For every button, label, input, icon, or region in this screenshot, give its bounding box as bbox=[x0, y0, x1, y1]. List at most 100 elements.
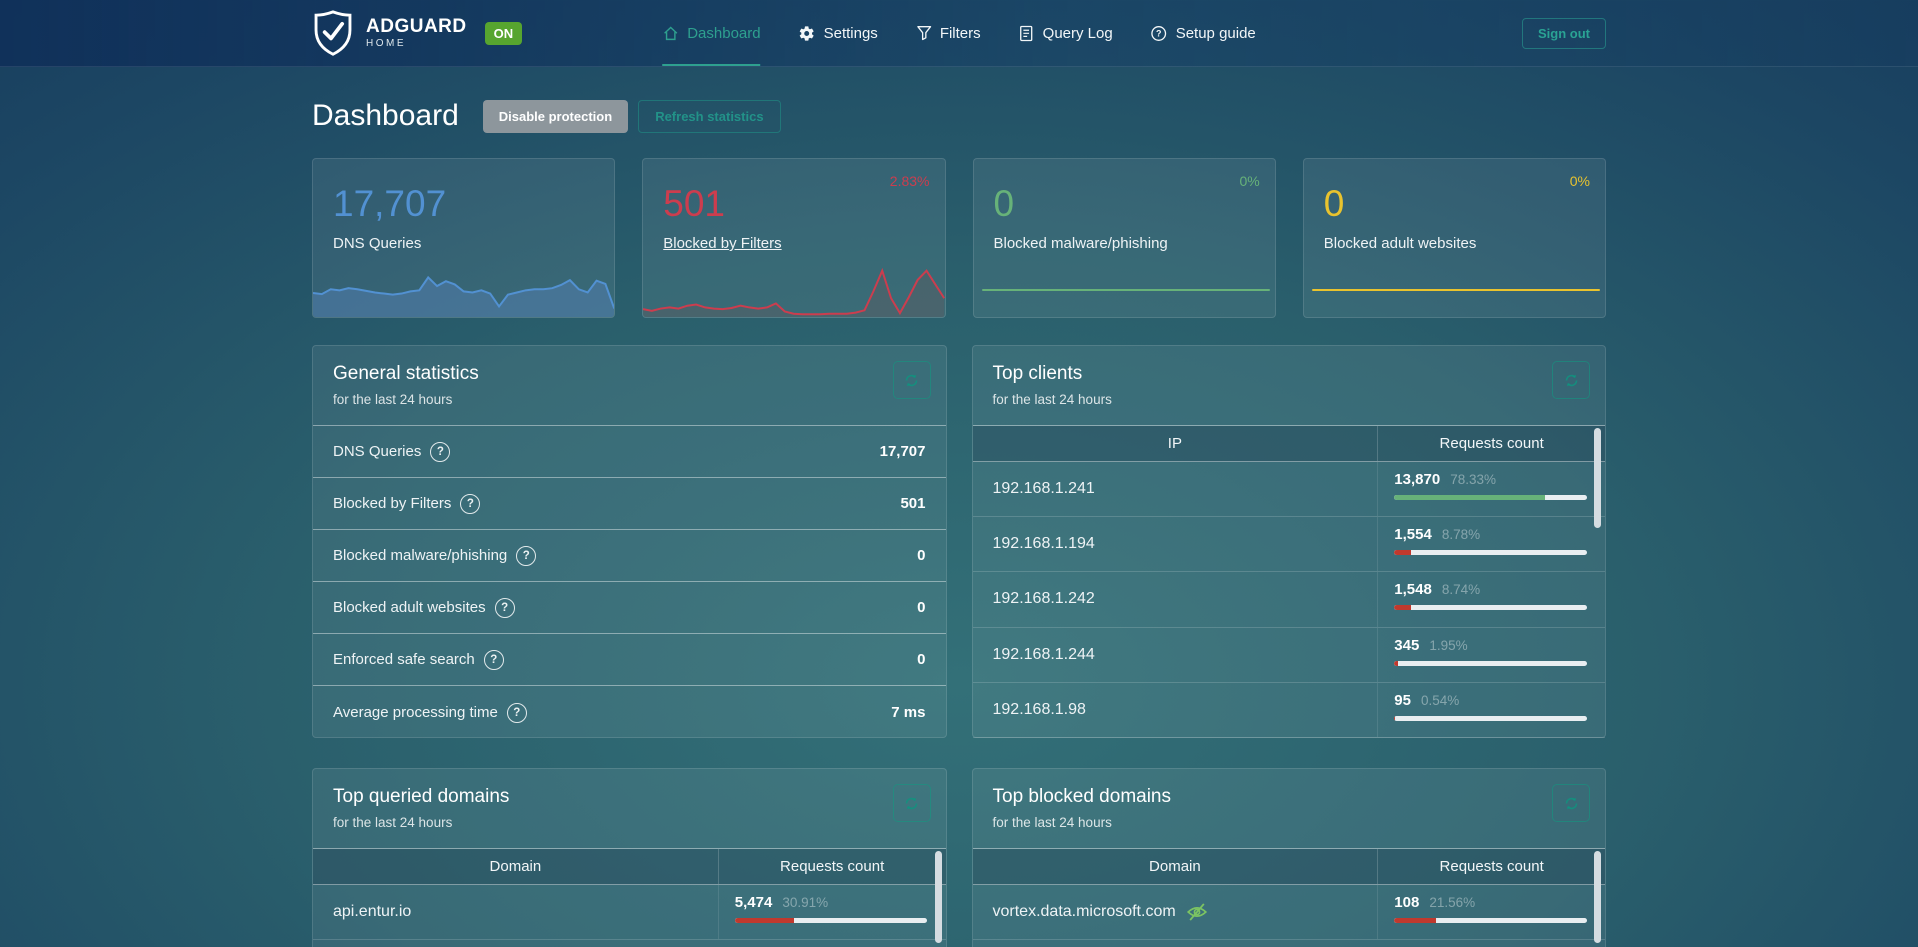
nav-item-dashboard[interactable]: Dashboard bbox=[662, 0, 761, 66]
stat-cards-row: 17,707 DNS Queries 501 Blocked by Filter… bbox=[312, 158, 1606, 318]
requests-bar bbox=[1394, 918, 1587, 923]
stat-label: Blocked malware/phishing bbox=[993, 235, 1168, 252]
requests-percent: 30.91% bbox=[782, 895, 829, 910]
top-navbar: ADGUARD HOME ON Dashboard Settings Filte… bbox=[0, 0, 1918, 67]
nav-item-label: Setup guide bbox=[1175, 24, 1256, 42]
general-statistics-row: Average processing time ? 7 ms bbox=[313, 686, 946, 738]
stat-card-blocked-adult-websites: 0 Blocked adult websites 0% bbox=[1302, 158, 1606, 318]
nav-item-label: Dashboard bbox=[687, 24, 761, 42]
general-statistics-row: Blocked by Filters ? 501 bbox=[313, 478, 946, 531]
svg-text:?: ? bbox=[1156, 28, 1161, 38]
nav-item-query-log[interactable]: Query Log bbox=[1019, 0, 1113, 66]
table-row: vortex.data.microsoft.com 108 21.56% bbox=[972, 885, 1605, 941]
stat-row-label: Blocked by Filters bbox=[333, 495, 452, 513]
page-title: Dashboard bbox=[312, 99, 459, 132]
blocked-by-filters-link[interactable]: Blocked by Filters bbox=[663, 235, 782, 252]
stat-row-label: Average processing time bbox=[333, 704, 498, 722]
scrollbar[interactable] bbox=[1594, 428, 1601, 528]
stat-label: DNS Queries bbox=[333, 235, 422, 252]
stat-label: Blocked adult websites bbox=[1323, 235, 1477, 252]
table-row: 192.168.1.244 345 1.95% bbox=[972, 627, 1605, 683]
scrollbar[interactable] bbox=[1594, 851, 1601, 943]
row-name[interactable]: 192.168.1.244 bbox=[992, 645, 1095, 663]
flat-sparkline bbox=[1311, 289, 1600, 291]
stat-row-label: DNS Queries bbox=[333, 443, 422, 461]
requests-bar bbox=[1394, 550, 1587, 556]
stat-value: 501 bbox=[663, 183, 725, 224]
stat-card-blocked-by-filters: 501 Blocked by Filters 2.83% bbox=[642, 158, 946, 318]
help-icon[interactable]: ? bbox=[483, 649, 504, 670]
stat-sparkline-chart bbox=[313, 259, 615, 317]
column-header-requests: Requests count bbox=[717, 849, 946, 884]
table-header: Domain Requests count bbox=[313, 849, 946, 885]
row-name[interactable]: api.entur.io bbox=[333, 903, 412, 921]
general-statistics-row: Blocked adult websites ? 0 bbox=[313, 582, 946, 635]
refresh-panel-button[interactable] bbox=[892, 784, 931, 822]
nav-item-label: Settings bbox=[823, 24, 878, 42]
help-icon[interactable]: ? bbox=[430, 441, 451, 462]
scrollbar[interactable] bbox=[934, 851, 942, 943]
main-nav: Dashboard Settings Filters Query Log ? S… bbox=[662, 0, 1256, 66]
top-queried-domains-panel: Top queried domains for the last 24 hour… bbox=[312, 768, 947, 947]
requests-bar bbox=[1394, 495, 1587, 500]
row-name[interactable]: 192.168.1.98 bbox=[992, 700, 1086, 718]
column-header-domain: Domain bbox=[1149, 858, 1201, 875]
stat-card-blocked-malware-phishing: 0 Blocked malware/phishing 0% bbox=[972, 158, 1276, 318]
row-name[interactable]: 192.168.1.194 bbox=[992, 535, 1095, 553]
requests-percent: 8.78% bbox=[1441, 527, 1481, 543]
help-icon[interactable]: ? bbox=[516, 545, 537, 566]
stat-row-value: 0 bbox=[917, 547, 926, 565]
table-row: 192.168.1.241 13,870 78.33% bbox=[972, 462, 1605, 518]
row-name[interactable]: vortex.data.microsoft.com bbox=[992, 903, 1176, 921]
general-statistics-panel: General statistics for the last 24 hours… bbox=[312, 345, 947, 738]
panel-title: Top clients bbox=[992, 363, 1083, 384]
stat-row-label: Blocked adult websites bbox=[333, 599, 486, 617]
home-icon bbox=[662, 25, 679, 42]
requests-count: 95 bbox=[1394, 691, 1411, 709]
general-statistics-row: Blocked malware/phishing ? 0 bbox=[313, 530, 946, 583]
nav-item-setup-guide[interactable]: ? Setup guide bbox=[1151, 0, 1256, 66]
refresh-panel-button[interactable] bbox=[1552, 784, 1590, 822]
requests-bar bbox=[1394, 605, 1587, 611]
help-icon[interactable]: ? bbox=[494, 597, 515, 618]
column-header-domain: Domain bbox=[489, 858, 542, 875]
question-icon: ? bbox=[1151, 25, 1168, 42]
stat-value: 17,707 bbox=[333, 183, 447, 224]
stat-sparkline-chart bbox=[643, 255, 945, 317]
row-name[interactable]: 192.168.1.241 bbox=[992, 480, 1095, 498]
requests-count: 13,870 bbox=[1394, 471, 1441, 488]
requests-percent: 1.95% bbox=[1429, 637, 1468, 653]
help-icon[interactable]: ? bbox=[460, 493, 481, 514]
brand-name: ADGUARD bbox=[366, 16, 467, 37]
gear-icon bbox=[799, 25, 816, 42]
panel-subtitle: for the last 24 hours bbox=[333, 815, 453, 830]
requests-percent: 0.54% bbox=[1420, 692, 1460, 708]
refresh-statistics-button[interactable]: Refresh statistics bbox=[638, 99, 781, 133]
refresh-panel-button[interactable] bbox=[892, 361, 931, 399]
column-header-ip: IP bbox=[1167, 435, 1182, 452]
stat-row-label: Blocked malware/phishing bbox=[333, 547, 508, 565]
sign-out-button[interactable]: Sign out bbox=[1522, 17, 1606, 49]
nav-item-filters[interactable]: Filters bbox=[916, 0, 981, 66]
shield-logo-icon bbox=[314, 10, 352, 56]
nav-item-label: Filters bbox=[939, 24, 981, 42]
row-name[interactable]: 192.168.1.242 bbox=[992, 590, 1095, 608]
requests-percent: 78.33% bbox=[1450, 472, 1496, 487]
stat-row-value: 501 bbox=[900, 495, 926, 513]
document-icon bbox=[1019, 25, 1035, 42]
requests-bar bbox=[1394, 660, 1587, 666]
requests-count: 5,474 bbox=[734, 894, 773, 911]
brand-sub: HOME bbox=[366, 38, 406, 49]
panel-title: General statistics bbox=[333, 363, 479, 384]
nav-item-settings[interactable]: Settings bbox=[799, 0, 878, 66]
disable-protection-button[interactable]: Disable protection bbox=[482, 99, 629, 133]
table-row: api.entur.io 5,474 30.91% bbox=[313, 885, 946, 941]
panel-subtitle: for the last 24 hours bbox=[992, 815, 1112, 830]
stat-row-value: 0 bbox=[917, 651, 926, 669]
panel-subtitle: for the last 24 hours bbox=[333, 392, 453, 407]
requests-count: 345 bbox=[1394, 636, 1420, 654]
stat-value: 0 bbox=[1323, 183, 1345, 224]
refresh-panel-button[interactable] bbox=[1552, 361, 1590, 399]
help-icon[interactable]: ? bbox=[506, 702, 527, 723]
column-header-requests: Requests count bbox=[1377, 426, 1605, 461]
